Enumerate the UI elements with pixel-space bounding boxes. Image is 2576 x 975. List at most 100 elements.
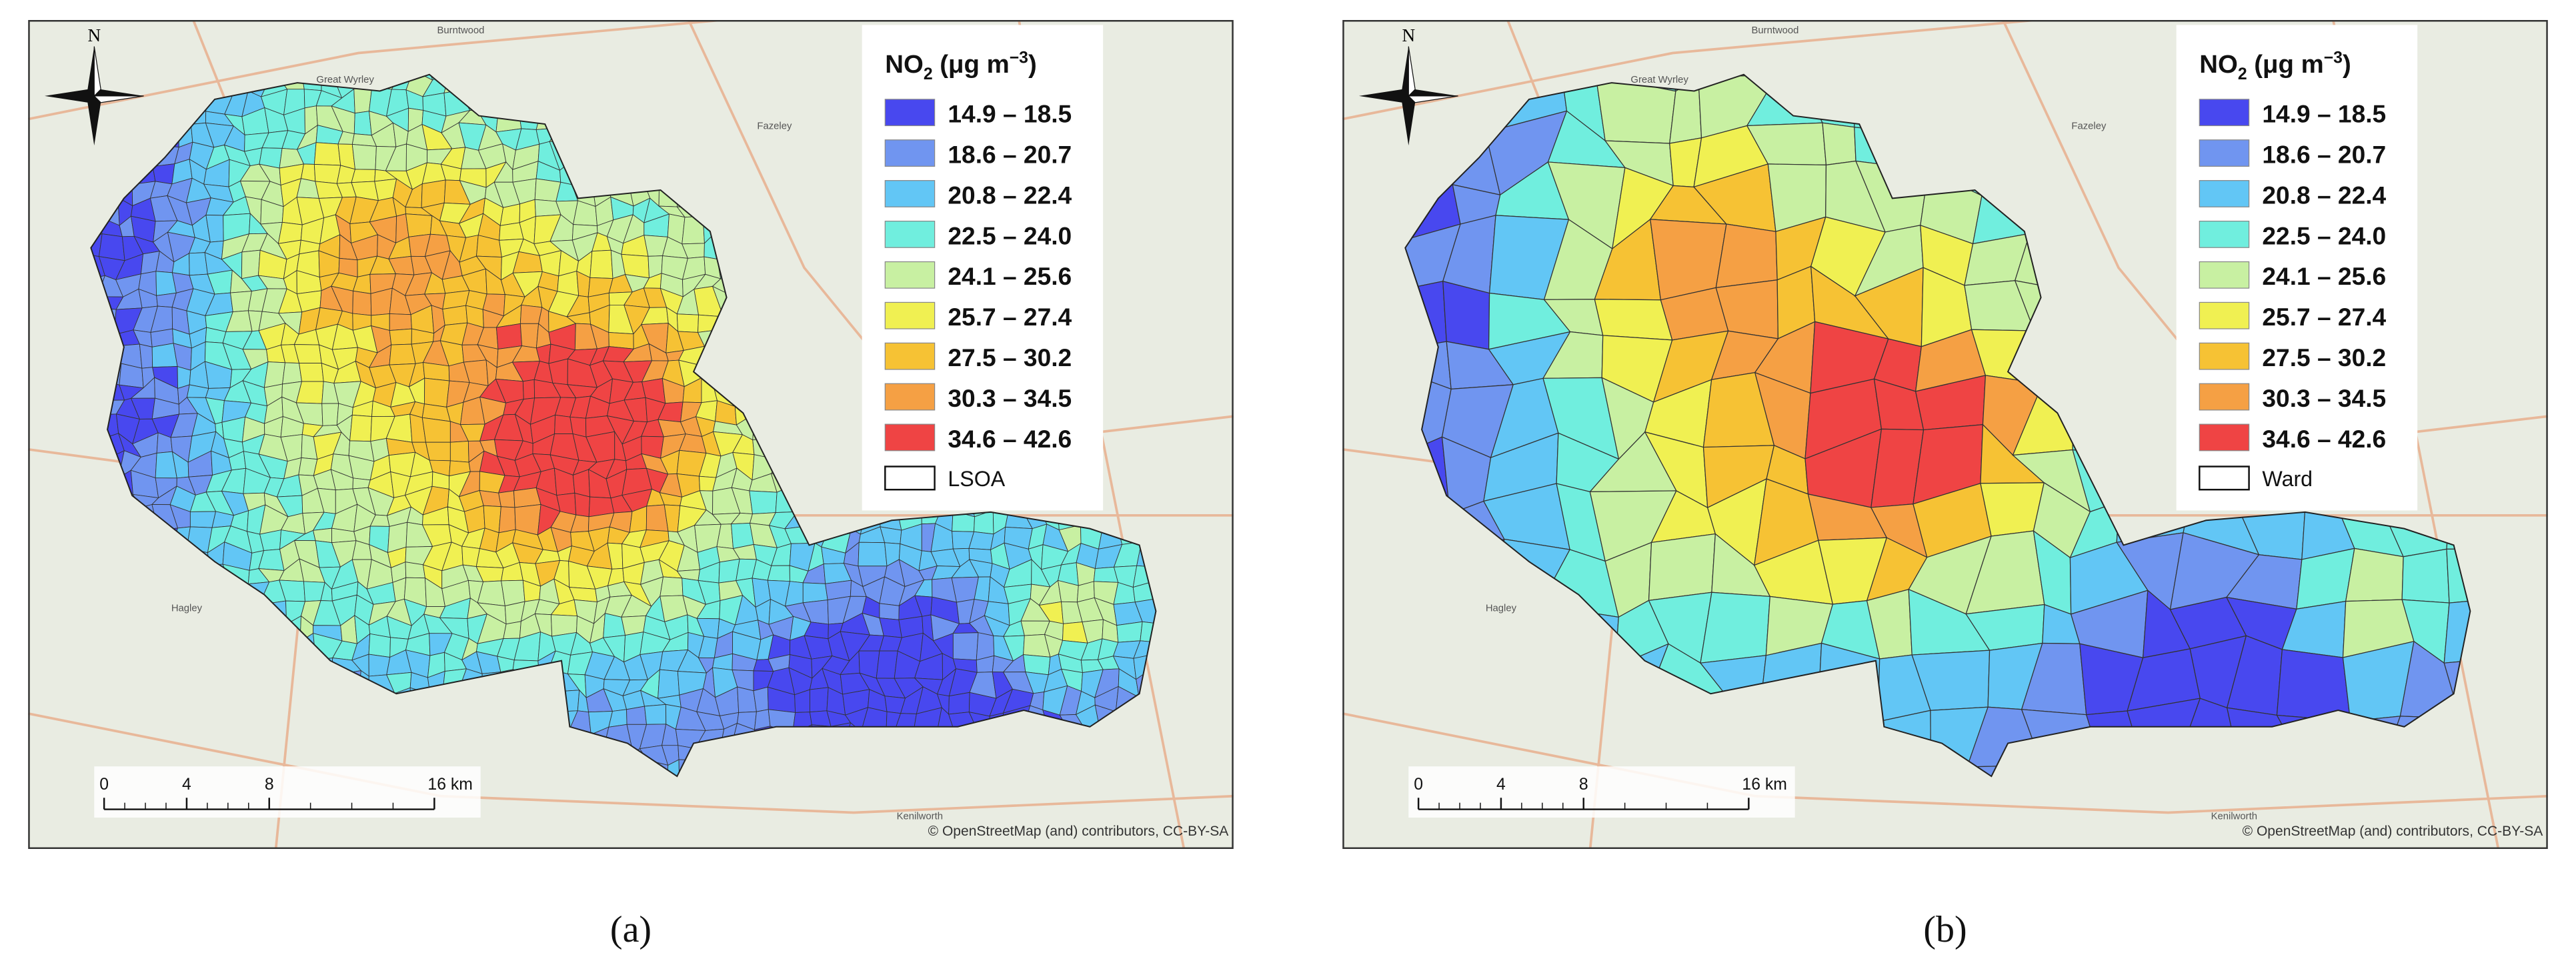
north-label: N: [87, 25, 101, 45]
areal-unit: [1134, 598, 1156, 624]
areal-unit: [948, 692, 970, 715]
areal-unit: [263, 361, 285, 388]
areal-unit: [321, 403, 339, 426]
legend-label: 25.7 – 27.4: [2262, 303, 2386, 331]
legend-label: 30.3 – 34.5: [2262, 384, 2386, 412]
areal-unit: [519, 304, 543, 324]
scale-bar: 0 4 8 16 km: [94, 766, 481, 818]
place-name: Great Wyrley: [1630, 75, 1688, 85]
areal-unit: [1023, 654, 1051, 676]
place-name: Fazeley: [757, 121, 792, 131]
areal-unit: [574, 492, 591, 518]
legend-swatch: [2199, 99, 2250, 127]
legend-swatch: [2199, 220, 2250, 248]
areal-unit: [858, 542, 888, 567]
scale-bar-label: 16 km: [1742, 776, 1786, 794]
areal-unit: [1442, 280, 1490, 350]
areal-unit: [282, 362, 303, 385]
areal-unit: [405, 562, 425, 579]
areal-unit: [423, 362, 450, 381]
place-name: Great Wyrley: [316, 75, 374, 85]
legend-swatch: [884, 423, 936, 451]
scale-bar-label: 4: [1496, 776, 1506, 794]
legend-title-part: 2: [924, 65, 933, 83]
panel-caption: (a): [609, 909, 652, 950]
areal-unit: [879, 603, 900, 620]
areal-unit: [442, 305, 468, 326]
legend-title-part: ): [1028, 50, 1037, 79]
areal-unit: [1822, 122, 1856, 166]
legend-label: 27.5 – 30.2: [2262, 343, 2386, 371]
areal-unit: [405, 213, 433, 237]
areal-unit: [802, 582, 828, 604]
areal-unit: [389, 313, 412, 331]
north-arrow-shape: [1408, 46, 1416, 97]
legend-swatch: [884, 99, 936, 127]
legend-title-part: (μg m: [933, 50, 1010, 79]
areal-unit: [589, 249, 613, 279]
areal-unit: [241, 249, 261, 279]
scale-bar-label: 0: [99, 776, 109, 794]
legend-swatch: [2199, 383, 2250, 411]
legend-swatch: [884, 180, 936, 207]
areal-unit: [352, 477, 371, 490]
areal-unit: [519, 323, 539, 349]
legend-title-part: NO: [885, 50, 924, 79]
legend-title: NO2 (μg m−3): [885, 49, 1036, 83]
legend-swatch: [884, 139, 936, 167]
areal-unit: [352, 290, 372, 316]
legend-label: Ward: [2262, 467, 2313, 491]
legend-title-part: NO: [2199, 50, 2238, 79]
areal-unit: [660, 576, 684, 597]
legend-title-part: 2: [2238, 65, 2247, 83]
areal-unit: [501, 580, 525, 607]
legend-label: LSOA: [948, 467, 1005, 491]
areal-unit: [449, 440, 469, 463]
place-name: Burntwood: [437, 25, 484, 36]
legend-swatch: [2199, 180, 2250, 207]
legend-label: 30.3 – 34.5: [948, 384, 1072, 412]
legend-label: 18.6 – 20.7: [948, 140, 1072, 168]
areal-unit: [809, 687, 829, 713]
attribution: © OpenStreetMap (and) contributors, CC-B…: [2243, 824, 2543, 839]
legend-label: 34.6 – 42.6: [948, 425, 1072, 453]
areal-unit: [389, 328, 412, 345]
scale-bar-label: 8: [265, 776, 274, 794]
areal-unit: [389, 343, 416, 365]
scale-bar-label: 8: [1579, 776, 1588, 794]
scale-bar: 0 4 8 16 km: [1408, 766, 1795, 818]
legend-title-part: ): [2343, 50, 2351, 79]
legend-swatch: [2199, 465, 2250, 491]
north-arrow: N: [1358, 25, 1458, 146]
panel-border: [1342, 20, 2548, 849]
north-arrow: N: [44, 25, 144, 146]
areal-unit: [499, 222, 524, 241]
areal-unit: [421, 417, 451, 443]
legend-label: 22.5 – 24.0: [2262, 221, 2386, 249]
legend-label: 14.9 – 18.5: [948, 100, 1072, 128]
legend-swatch: [2199, 423, 2250, 451]
legend-label: 24.1 – 25.6: [948, 262, 1072, 290]
areal-unit: [351, 143, 377, 170]
areal-unit: [749, 490, 778, 515]
legend-swatch: [884, 220, 936, 248]
areal-unit: [952, 632, 979, 661]
legend-swatch: [884, 301, 936, 329]
region-boundary: [90, 73, 1157, 778]
areal-unit: [293, 344, 322, 363]
scale-bar-label: 16 km: [427, 776, 472, 794]
areal-unit: [753, 686, 769, 712]
areal-unit: [425, 441, 451, 461]
legend-swatch: [2199, 301, 2250, 329]
scale-bar-label: 4: [182, 776, 191, 794]
place-name: Hagley: [1486, 603, 1517, 614]
place-name: Kenilworth: [2211, 811, 2257, 822]
areal-unit: [1116, 621, 1143, 643]
areal-unit: [626, 706, 648, 725]
place-name: Fazeley: [2071, 121, 2107, 131]
areal-unit: [189, 511, 217, 528]
map-panel: Burntwood Great Wyrley Fazeley Hagley Kenilw…: [1342, 20, 2548, 849]
areal-unit: [189, 252, 208, 276]
areal-unit: [976, 632, 995, 661]
